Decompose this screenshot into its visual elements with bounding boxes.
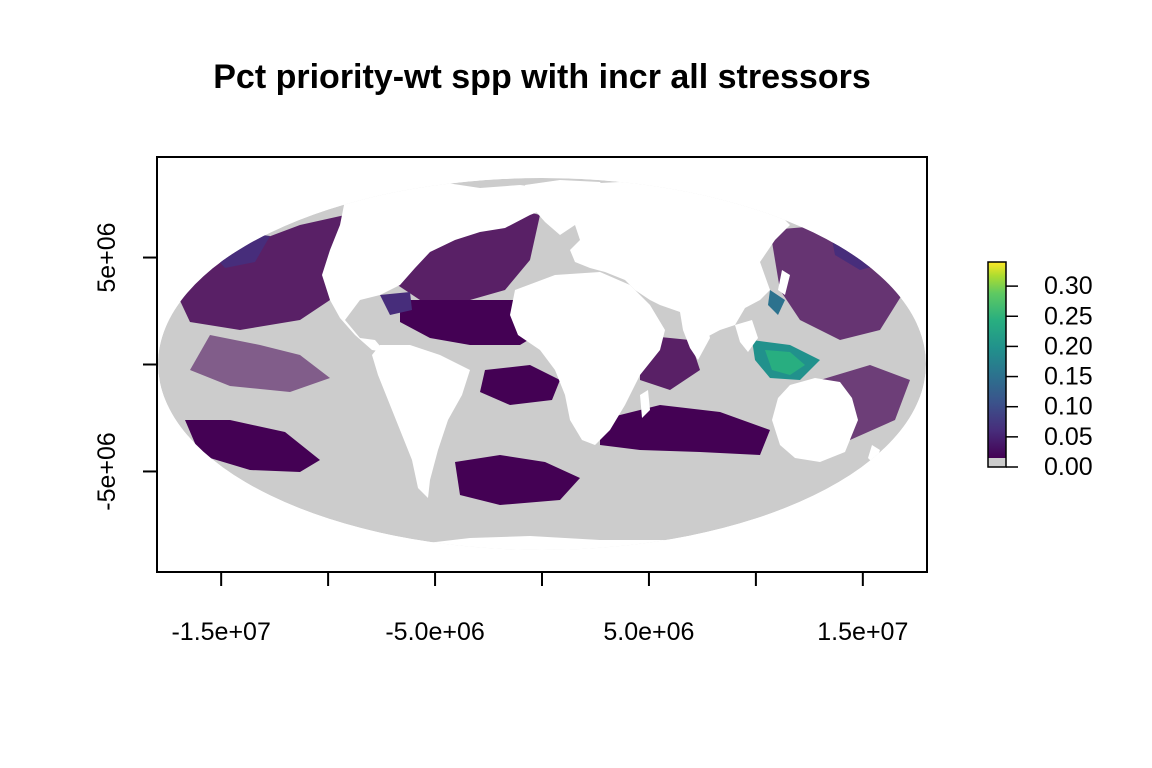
y-axis: 5e+06 -5e+06 <box>93 222 157 511</box>
map-layer <box>158 178 926 550</box>
legend-gradient-bar <box>988 262 1006 458</box>
patch-e-pacific <box>190 335 330 392</box>
x-tick-label: 5.0e+06 <box>603 618 694 646</box>
south-america <box>372 345 470 498</box>
legend-zero-band <box>988 458 1006 467</box>
legend-tick-label: 0.00 <box>1044 453 1093 481</box>
x-tick-label: -1.5e+07 <box>171 618 270 646</box>
se-asia <box>735 320 758 352</box>
north-america <box>322 182 560 352</box>
value-patches <box>175 205 910 505</box>
y-tick-label: 5e+06 <box>93 222 121 292</box>
japan <box>778 270 790 295</box>
australia <box>772 378 858 462</box>
x-axis: -1.5e+07 -5.0e+06 5.0e+06 1.5e+07 <box>171 572 908 646</box>
legend-tick-label: 0.30 <box>1044 272 1093 300</box>
x-tick-label: 1.5e+07 <box>817 618 908 646</box>
legend-tick-label: 0.10 <box>1044 393 1093 421</box>
eurasia <box>560 180 790 338</box>
patch-coral-triangle <box>765 350 805 375</box>
chart-title: Pct priority-wt spp with incr all stress… <box>213 58 871 96</box>
patch-s-atlantic <box>455 455 580 505</box>
patch-japan-coast <box>768 290 785 315</box>
land <box>322 180 880 550</box>
legend-tick-label: 0.15 <box>1044 363 1093 391</box>
patch-s-pacific <box>185 420 320 472</box>
legend-tick-label: 0.05 <box>1044 423 1093 451</box>
antarctica <box>410 536 700 550</box>
legend-tick-label: 0.25 <box>1044 302 1093 330</box>
patch-trop-atlantic <box>400 300 545 345</box>
legend-frame <box>987 261 1007 468</box>
color-legend: 0.000.050.100.15 0.200.250.30 <box>987 261 1093 481</box>
patch-gulf-mexico <box>380 292 412 315</box>
x-tick-label: -5.0e+06 <box>385 618 484 646</box>
madagascar <box>640 390 650 418</box>
legend-tick-label: 0.20 <box>1044 332 1093 360</box>
africa <box>510 272 665 445</box>
patch-n-pacific <box>175 215 350 330</box>
y-tick-label: -5e+06 <box>93 432 121 511</box>
india <box>680 312 710 360</box>
legend-ticks: 0.000.050.100.15 0.200.250.30 <box>1006 272 1093 481</box>
patch-s-atlantic-gyre <box>480 365 560 405</box>
